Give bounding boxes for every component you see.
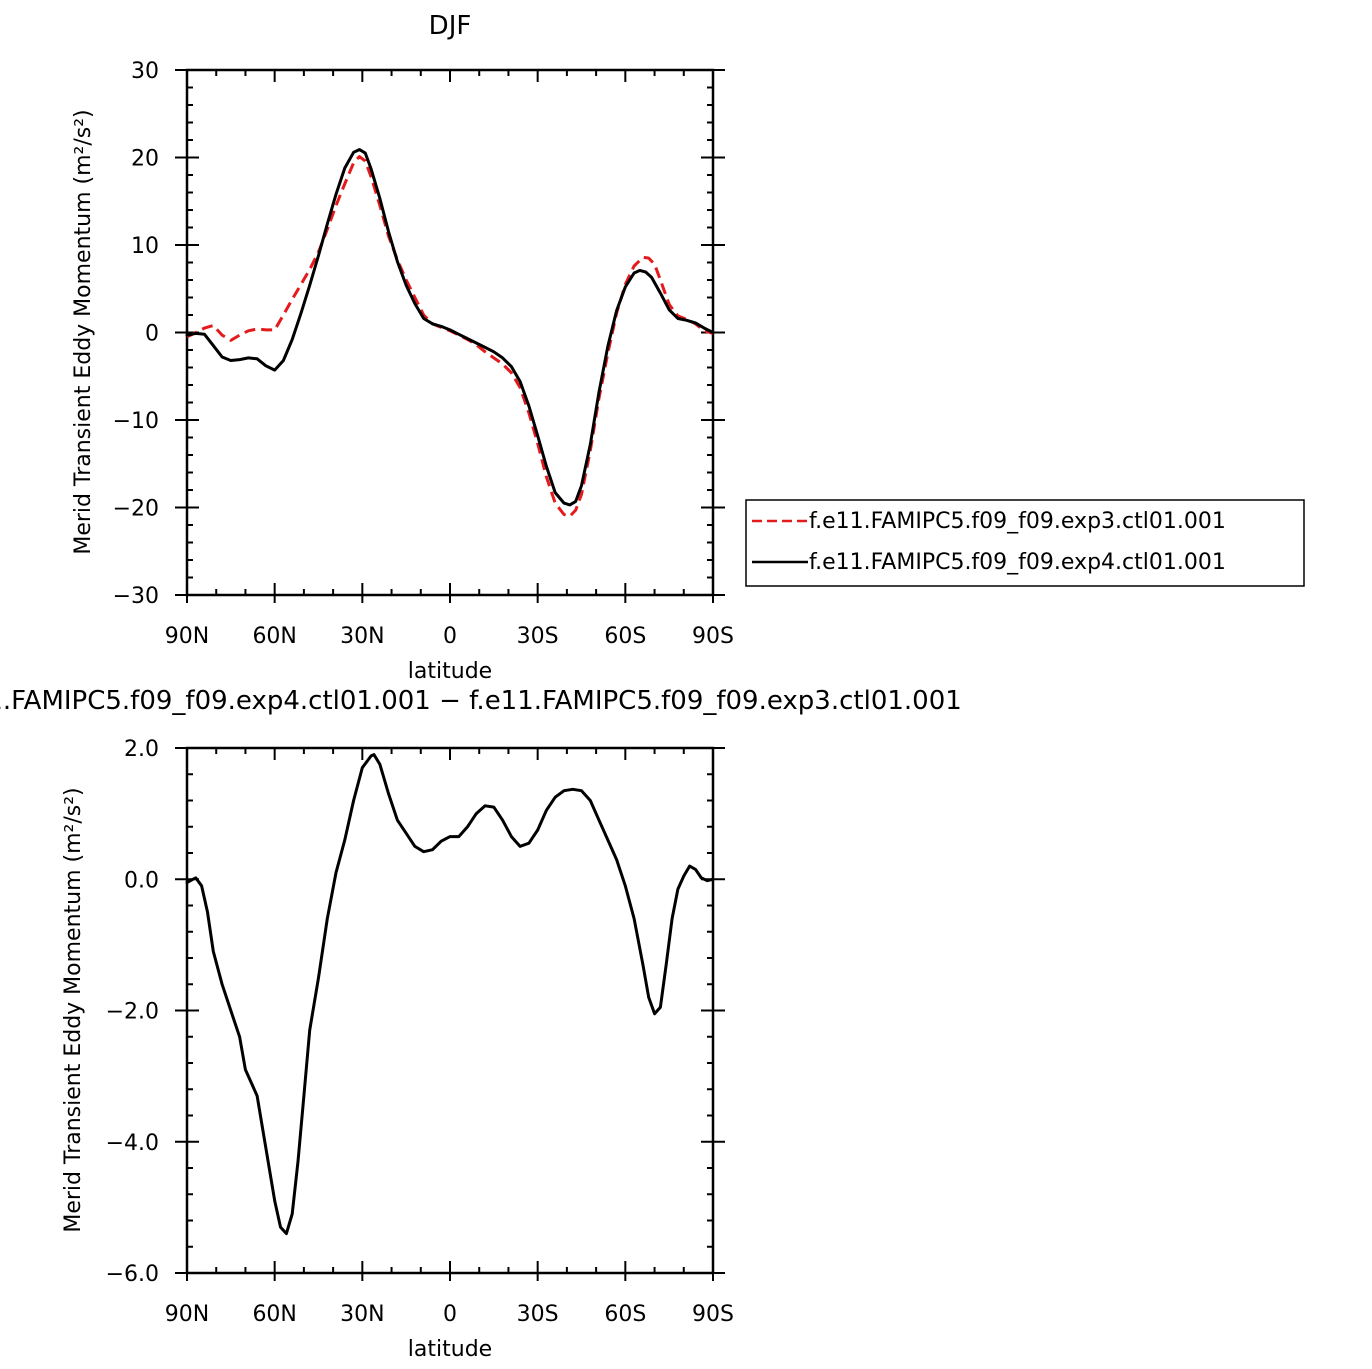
y-tick-labels: 30 20 10 0 −10 −20 −30 [113, 59, 159, 609]
chart-difference: f.e11.FAMIPC5.f09_f09.exp4.ctl01.001 − f… [0, 686, 962, 1362]
y-axis-label: Merid Transient Eddy Momentum (m²/s²) [61, 787, 86, 1232]
y-tick-label: −2.0 [106, 1000, 159, 1025]
x-tick-label: 30S [517, 624, 559, 649]
y-tick-label: −30 [113, 584, 159, 609]
x-tick-label: 60S [604, 1302, 646, 1327]
y-tick-label: 30 [131, 59, 159, 84]
axis-ticks [175, 69, 725, 603]
legend: f.e11.FAMIPC5.f09_f09.exp3.ctl01.001 f.e… [745, 499, 1305, 587]
series-line-1 [186, 155, 714, 518]
y-tick-label: −10 [113, 409, 159, 434]
x-tick-label: 0 [443, 624, 457, 649]
plot-frame [185, 746, 715, 1275]
x-tick-labels: 90N 60N 30N 0 30S 60S 90S [165, 1302, 734, 1327]
x-tick-label: 90N [165, 624, 209, 649]
y-tick-label: 10 [131, 234, 159, 259]
plot-frame [185, 68, 715, 597]
x-tick-label: 60N [252, 624, 296, 649]
x-tick-labels: 90N 60N 30N 0 30S 60S 90S [165, 624, 734, 649]
y-tick-label: 0.0 [124, 868, 159, 893]
x-tick-label: 30N [340, 624, 384, 649]
y-tick-label: 0 [145, 322, 159, 347]
series-line-1 [185, 753, 715, 1236]
x-tick-label: 90N [165, 1302, 209, 1327]
y-tick-label: −4.0 [106, 1131, 159, 1156]
x-tick-label: 30S [517, 1302, 559, 1327]
y-tick-label: −20 [113, 497, 159, 522]
series-lines [185, 148, 715, 518]
y-tick-label: −6.0 [106, 1262, 159, 1287]
x-tick-label: 90S [692, 624, 734, 649]
axis-ticks [175, 747, 725, 1281]
chart-title: f.e11.FAMIPC5.f09_f09.exp4.ctl01.001 − f… [0, 686, 962, 716]
y-tick-label: 2.0 [124, 737, 159, 762]
legend-label-exp4: f.e11.FAMIPC5.f09_f09.exp4.ctl01.001 [809, 550, 1226, 575]
x-axis-label: latitude [408, 659, 492, 684]
x-tick-label: 60S [604, 624, 646, 649]
x-tick-label: 0 [443, 1302, 457, 1327]
x-tick-label: 60N [252, 1302, 296, 1327]
y-tick-labels: 2.0 0.0 −2.0 −4.0 −6.0 [106, 737, 159, 1287]
chart-title: DJF [429, 11, 472, 41]
x-tick-label: 30N [340, 1302, 384, 1327]
x-axis-label: latitude [408, 1337, 492, 1362]
legend-label-exp3: f.e11.FAMIPC5.f09_f09.exp3.ctl01.001 [809, 509, 1226, 534]
series-lines [185, 753, 715, 1236]
chart-djf: DJF 90N 60N 30N 0 30S 60S 90S 30 20 10 0 −10 −20 −30… [71, 11, 1305, 684]
y-axis-label: Merid Transient Eddy Momentum (m²/s²) [71, 109, 96, 554]
legend-box [745, 499, 1305, 587]
series-line-2 [185, 148, 715, 507]
y-tick-label: 20 [131, 147, 159, 172]
x-tick-label: 90S [692, 1302, 734, 1327]
